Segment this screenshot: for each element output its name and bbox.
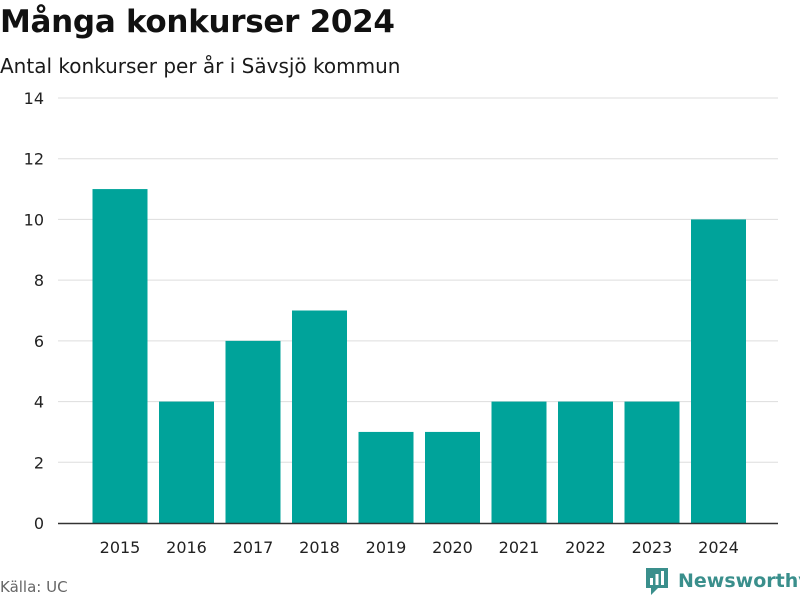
y-tick-label: 10: [24, 210, 44, 229]
x-tick-label: 2022: [565, 538, 606, 557]
chart-subtitle: Antal konkurser per år i Sävsjö kommun: [0, 54, 401, 78]
bars: [92, 189, 746, 524]
bar-2023: [624, 401, 680, 523]
y-tick-label: 8: [34, 271, 44, 290]
y-tick-label: 12: [24, 150, 44, 169]
y-tick-label: 4: [34, 393, 44, 412]
x-tick-label: 2016: [166, 538, 207, 557]
y-tick-label: 0: [34, 514, 44, 533]
y-tick-label: 2: [34, 453, 44, 472]
source-note: Källa: UC: [0, 578, 68, 596]
chart-title: Många konkurser 2024: [0, 4, 395, 40]
y-axis-ticks: 0 2 4 6 8 10 12 14: [24, 89, 44, 533]
y-tick-label: 14: [24, 89, 44, 108]
bar-2021: [491, 401, 547, 523]
x-tick-label: 2023: [632, 538, 673, 557]
bar-chart-logo-icon: [646, 568, 668, 595]
bar-2015: [92, 189, 148, 524]
bar-2022: [558, 401, 613, 523]
brand-name: Newsworthy: [678, 570, 800, 592]
bar-2016: [159, 401, 214, 523]
x-axis-ticks: 2015 2016 2017 2018 2019 2020 2021 2022 2023 2024: [100, 538, 739, 557]
x-tick-label: 2021: [499, 538, 540, 557]
x-tick-label: 2018: [299, 538, 340, 557]
bar-2020: [425, 431, 480, 523]
x-tick-label: 2019: [366, 538, 407, 557]
x-tick-label: 2024: [698, 538, 739, 557]
x-tick-label: 2020: [432, 538, 473, 557]
x-tick-label: 2017: [233, 538, 274, 557]
bar-2019: [358, 431, 414, 523]
brand-logo: Newsworthy: [644, 566, 800, 596]
bar-2024: [691, 219, 746, 523]
bar-chart: 0 2 4 6 8 10 12 14 2015 2016 2017 2018 2019 2020 2021…: [24, 89, 778, 557]
bar-2018: [292, 310, 347, 523]
x-tick-label: 2015: [100, 538, 141, 557]
y-tick-label: 6: [34, 332, 44, 351]
bar-2017: [225, 340, 281, 523]
